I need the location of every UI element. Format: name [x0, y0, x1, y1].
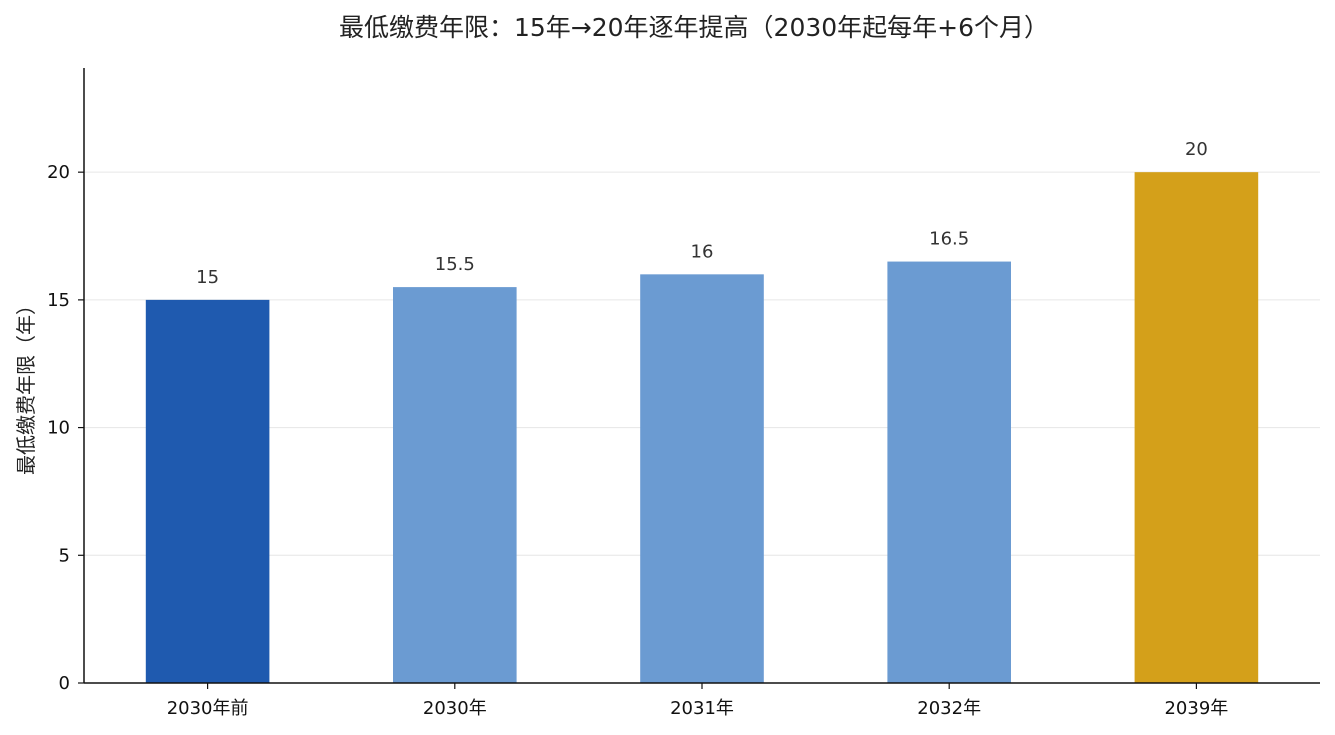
- x-tick-label: 2032年: [917, 698, 981, 719]
- y-tick-label: 5: [59, 545, 70, 566]
- x-tick-label: 2039年: [1164, 698, 1228, 719]
- data-label: 16.5: [929, 229, 969, 250]
- x-tick-label: 2030年: [423, 698, 487, 719]
- x-tick-label: 2031年: [670, 698, 734, 719]
- data-labels: 15 15.5 16 16.5 20: [196, 139, 1208, 288]
- bar: [393, 287, 517, 683]
- y-axis-ticks: 0 5 10 15 20: [47, 162, 84, 694]
- y-axis-label: 最低缴费年限（年）: [14, 295, 38, 475]
- y-tick-label: 0: [59, 673, 70, 694]
- chart-title: 最低缴费年限：15年→20年逐年提高（2030年起每年+6个月）: [339, 13, 1049, 42]
- bar: [1134, 172, 1259, 683]
- y-tick-label: 20: [47, 162, 70, 183]
- y-tick-label: 15: [47, 290, 70, 311]
- bars: [145, 172, 1259, 683]
- x-tick-label: 2030年前: [167, 698, 249, 719]
- data-label: 16: [691, 241, 714, 262]
- data-label: 20: [1185, 139, 1208, 160]
- data-label: 15: [196, 267, 219, 288]
- x-axis-ticks: 2030年前 2030年 2031年 2032年 2039年: [167, 683, 1228, 719]
- bar: [640, 274, 764, 683]
- data-label: 15.5: [435, 254, 475, 275]
- y-tick-label: 10: [47, 418, 70, 439]
- bar: [887, 261, 1011, 683]
- bar: [145, 299, 270, 683]
